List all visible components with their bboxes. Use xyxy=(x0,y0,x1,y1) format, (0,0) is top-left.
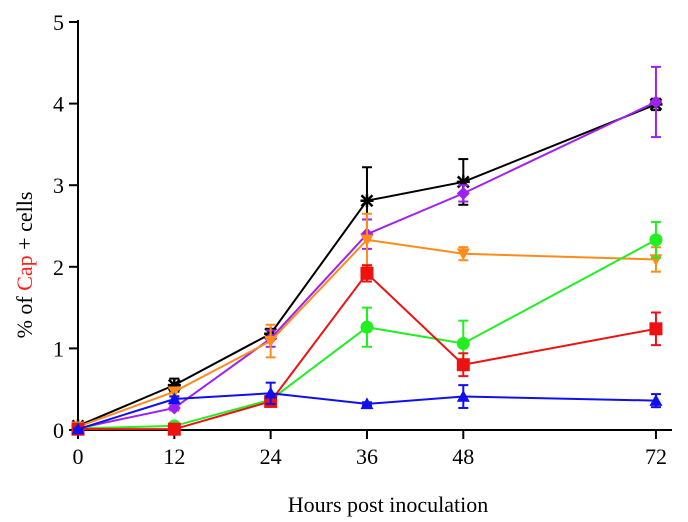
series-line xyxy=(77,238,657,430)
x-axis-title: Hours post inoculation xyxy=(288,492,488,517)
y-axis-title: % of Cap + cells xyxy=(12,192,37,339)
series-6 xyxy=(71,381,663,435)
data-point xyxy=(264,335,278,348)
series-layer xyxy=(71,65,663,436)
series-line xyxy=(78,271,657,431)
x-tick-label: 72 xyxy=(645,444,667,469)
data-point xyxy=(456,390,470,402)
data-point xyxy=(71,422,85,435)
y-tick-label: 1 xyxy=(53,336,64,361)
data-point xyxy=(649,394,663,406)
y-tick-label: 2 xyxy=(53,255,64,280)
y-axis-title-part: % of xyxy=(12,291,37,339)
series-line xyxy=(77,103,657,427)
y-tick-label: 4 xyxy=(53,92,64,117)
data-point xyxy=(360,266,374,280)
y-axis-title-part: Cap xyxy=(12,255,37,290)
data-point xyxy=(360,234,374,247)
x-tick-label: 12 xyxy=(163,444,185,469)
data-point xyxy=(167,392,181,405)
data-point xyxy=(456,175,470,189)
series-line xyxy=(77,101,657,430)
data-point xyxy=(167,422,181,436)
data-point xyxy=(456,358,470,372)
x-tick-label: 48 xyxy=(452,444,474,469)
data-point xyxy=(456,248,470,261)
y-tick-label: 5 xyxy=(53,10,64,35)
data-point xyxy=(456,186,470,200)
data-point xyxy=(264,386,278,399)
data-point xyxy=(360,397,374,410)
data-point xyxy=(167,401,181,415)
data-point xyxy=(360,320,374,334)
series-line xyxy=(77,238,656,428)
data-point xyxy=(649,233,663,247)
x-tick-label: 24 xyxy=(260,444,282,469)
data-point xyxy=(167,378,181,392)
data-point xyxy=(456,337,470,351)
data-point xyxy=(360,194,374,208)
y-axis-title-part: + cells xyxy=(12,192,37,256)
y-tick-label: 3 xyxy=(53,173,64,198)
y-tick-label: 0 xyxy=(53,418,64,443)
x-tick-label: 0 xyxy=(73,444,84,469)
data-point xyxy=(167,386,181,399)
data-point xyxy=(649,95,663,109)
x-tick-label: 36 xyxy=(356,444,378,469)
series-line xyxy=(77,392,656,431)
data-point xyxy=(649,322,663,336)
